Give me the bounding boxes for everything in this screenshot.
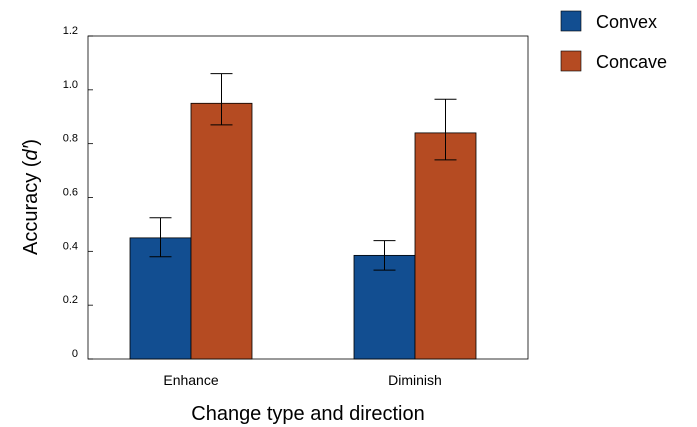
error-bars (149, 73, 457, 271)
y-axis-ticks: 0 0.2 0.4 0.6 0.8 1.0 1.2 (63, 25, 93, 360)
y-tick-label: 1.2 (63, 25, 78, 37)
y-tick-label: 1.0 (63, 79, 78, 91)
y-tick-label: 0.2 (63, 294, 78, 306)
y-tick-label: 0.6 (63, 187, 78, 199)
bar-convex-enhance (129, 237, 192, 360)
bar-concave-diminish (414, 132, 477, 360)
legend-label-concave: Concave (596, 52, 667, 72)
bars (129, 102, 477, 360)
y-tick-label: 0.8 (63, 133, 78, 145)
x-category-label: Enhance (163, 372, 218, 388)
bar-convex-diminish (353, 254, 416, 360)
legend-swatch-convex (560, 10, 582, 32)
x-axis-title: Change type and direction (191, 403, 425, 425)
y-tick-label: 0.4 (63, 240, 78, 252)
bar-concave-enhance (190, 102, 253, 360)
legend-label-convex: Convex (596, 12, 657, 32)
y-axis-title: Accuracy (d′) (20, 139, 42, 255)
x-axis-categories: Enhance Diminish (163, 372, 441, 388)
legend-swatch-concave (560, 50, 582, 72)
legend: Convex Concave (560, 10, 667, 72)
y-tick-label: 0 (72, 348, 78, 360)
x-category-label: Diminish (388, 372, 442, 388)
